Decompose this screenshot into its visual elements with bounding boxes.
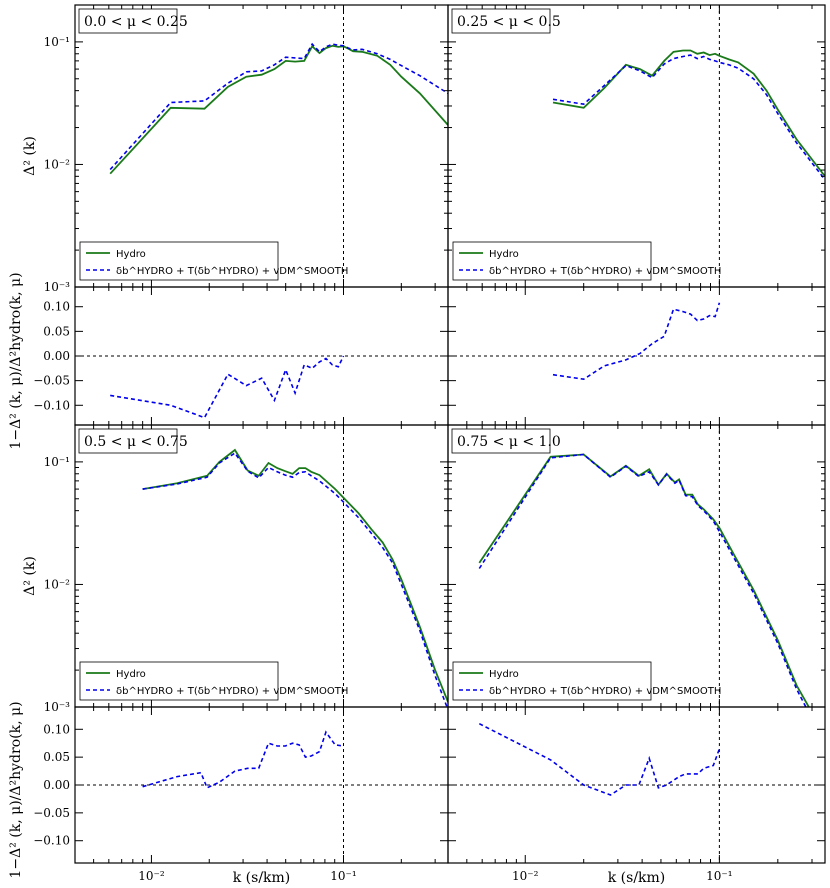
power-series-group [142, 448, 448, 707]
legend-model-label: δb^HYDRO + T(δb^HYDRO) + vDM^SMOOTH [489, 266, 721, 277]
ratio-panel-3: 10⁻² 10⁻¹ 0.10 0.05 0.00 −0.05 −0.10 k (s/km) [33, 706, 449, 886]
y-tick-label: 0.05 [43, 750, 70, 764]
y-tick-label: 0.05 [43, 324, 70, 338]
power-panel-2: 0.25 < μ < 0.5 Hydro δb^HYDRO + T(δb^HYDRO… [447, 4, 826, 288]
legend-box [79, 241, 279, 281]
legend-model-label: δb^HYDRO + T(δb^HYDRO) + vDM^SMOOTH [116, 686, 348, 697]
power-series-group [478, 453, 810, 707]
y-axis-title-ratio: 1−Δ² (k, μ)/Δ²hydro(k, μ) [8, 701, 24, 878]
x-tick-label: 10⁻¹ [330, 869, 356, 883]
y-tick-label: 0.10 [43, 722, 70, 736]
ratio-series-group [478, 722, 721, 796]
y-tick-label: 0.00 [43, 349, 70, 363]
y-tick-label: −0.10 [33, 834, 70, 848]
ratio-panel-2 [447, 286, 826, 426]
legend-box [452, 241, 652, 281]
power-series-group [552, 49, 825, 181]
ratio-series [142, 730, 344, 789]
ratio-series-group [110, 355, 345, 419]
y-tick-label: 10⁻³ [44, 280, 71, 294]
power-panel-3: 10⁻³ 10⁻² 10⁻¹ 0.5 < μ < 0.75 Hydro δb^HYDRO … [44, 424, 449, 714]
y-tick-label: 0.00 [43, 778, 70, 792]
y-axis-title-power: Δ² (k) [22, 136, 38, 176]
legend-box [452, 661, 652, 701]
legend-hydro-label: Hydro [489, 669, 519, 680]
y-tick-label: −0.10 [33, 398, 70, 412]
model-series [478, 453, 807, 707]
legend-hydro-label: Hydro [116, 249, 146, 260]
ratio-series-group [142, 730, 344, 789]
y-tick-label: 10⁻² [44, 577, 71, 591]
ratio-series [478, 722, 721, 796]
y-tick-label: −0.05 [33, 806, 70, 820]
hydro-series [142, 448, 448, 703]
model-series [109, 42, 448, 171]
mu-range-box [451, 8, 551, 34]
y-tick-label: 10⁻¹ [44, 35, 70, 49]
legend-model-label: δb^HYDRO + T(δb^HYDRO) + vDM^SMOOTH [489, 686, 721, 697]
mu-range-box [78, 8, 178, 34]
x-tick-label: 10⁻² [138, 869, 165, 883]
mu-range-label: 0.5 < μ < 0.75 [84, 434, 188, 450]
hydro-series [478, 453, 810, 707]
mu-range-box [451, 428, 551, 454]
ratio-series-group [552, 302, 721, 381]
x-axis-title: k (s/km) [608, 870, 666, 886]
y-tick-label: −0.05 [33, 374, 70, 388]
ratio-panel-4: 10⁻² 10⁻¹ k (s/km) [447, 706, 826, 886]
y-axis-title-ratio: 1−Δ² (k, μ)/Δ²hydro(k, μ) [8, 272, 24, 449]
ratio-panel-1: 0.10 0.05 0.00 −0.05 −0.10 [33, 286, 449, 426]
y-tick-label: 10⁻² [44, 157, 71, 171]
x-tick-label: 10⁻² [512, 869, 539, 883]
legend-hydro-label: Hydro [489, 249, 519, 260]
model-series [552, 54, 825, 181]
power-panel-4: 0.75 < μ < 1.0 Hydro δb^HYDRO + T(δb^HYDRO… [447, 424, 826, 708]
model-series [142, 452, 448, 707]
legend-box [79, 661, 279, 701]
y-tick-label: 0.10 [43, 300, 70, 314]
hydro-series [109, 44, 448, 175]
power-panel-1: 10⁻³ 10⁻² 10⁻¹ 0.0 < μ < 0.25 Hydro δb^HYDRO … [44, 4, 449, 294]
mu-range-label: 0.75 < μ < 1.0 [457, 434, 561, 450]
mu-range-label: 0.0 < μ < 0.25 [84, 14, 188, 30]
power-series-group [109, 42, 448, 175]
mu-range-box [78, 428, 178, 454]
ratio-series [552, 302, 721, 381]
y-tick-label: 10⁻³ [44, 700, 71, 714]
legend-hydro-label: Hydro [116, 669, 146, 680]
legend-model-label: δb^HYDRO + T(δb^HYDRO) + vDM^SMOOTH [116, 266, 348, 277]
ratio-series [110, 355, 345, 419]
mu-range-label: 0.25 < μ < 0.5 [457, 14, 561, 30]
x-tick-label: 10⁻¹ [706, 869, 732, 883]
y-tick-label: 10⁻¹ [44, 455, 70, 469]
x-axis-title: k (s/km) [233, 870, 291, 886]
y-axis-title-power: Δ² (k) [22, 556, 38, 596]
hydro-series [552, 49, 825, 177]
